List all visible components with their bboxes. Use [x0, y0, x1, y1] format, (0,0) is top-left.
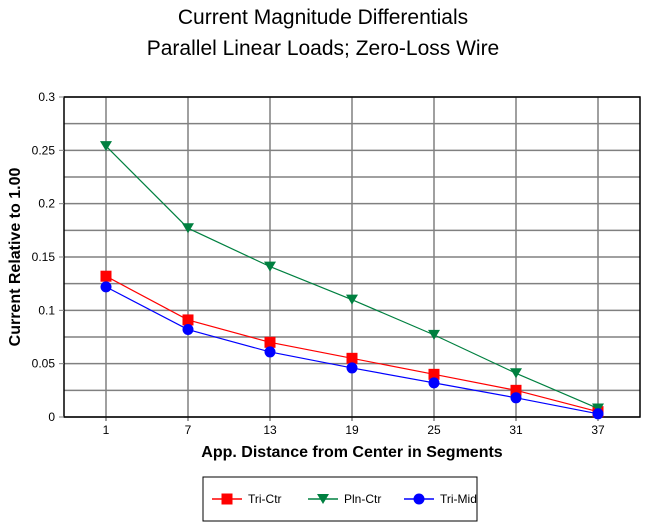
y-tick-label: 0.05	[32, 357, 56, 371]
y-axis-ticks: 0 0.05 0.1 0.15 0.2 0.25 0.3	[32, 90, 64, 424]
legend: Tri-Ctr Pln-Ctr Tri-Mid	[202, 476, 478, 522]
data-point-tri-mid	[346, 362, 358, 374]
data-point-tri-mid	[592, 408, 604, 420]
y-axis-label: Current Relative to 1.00	[7, 168, 24, 347]
y-tick-label: 0.1	[38, 303, 55, 317]
x-tick-label: 19	[345, 423, 359, 437]
y-tick-label: 0.15	[32, 250, 56, 264]
legend-item-pln-ctr: Pln-Ctr	[308, 492, 381, 506]
legend-item-tri-mid: Tri-Mid	[404, 492, 477, 506]
y-tick-label: 0.2	[38, 197, 55, 211]
legend-label-tri-mid: Tri-Mid	[440, 492, 477, 506]
data-point-pln-ctr	[428, 329, 440, 340]
data-point-pln-ctr	[346, 294, 358, 305]
legend-item-tri-ctr: Tri-Ctr	[212, 492, 282, 506]
legend-marker-tri-mid	[413, 493, 425, 505]
x-axis-ticks: 1 7 13 19 25 31 37	[103, 423, 605, 437]
series-group	[100, 141, 604, 420]
data-point-tri-mid	[182, 324, 194, 336]
legend-label-tri-ctr: Tri-Ctr	[248, 492, 282, 506]
data-point-pln-ctr	[182, 223, 194, 234]
data-point-tri-ctr	[100, 270, 112, 282]
data-point-tri-mid	[264, 346, 276, 358]
x-axis-label: App. Distance from Center in Segments	[201, 444, 502, 461]
data-point-tri-ctr	[428, 368, 440, 380]
x-tick-label: 1	[103, 423, 110, 437]
data-point-tri-mid	[428, 377, 440, 389]
data-point-tri-ctr	[510, 384, 522, 396]
data-point-tri-ctr	[346, 352, 358, 364]
data-point-tri-ctr	[182, 314, 194, 326]
y-tick-label: 0.25	[32, 143, 56, 157]
data-point-tri-ctr	[264, 336, 276, 348]
x-tick-label: 7	[185, 423, 192, 437]
data-point-tri-mid	[100, 281, 112, 293]
y-tick-label: 0.3	[38, 90, 55, 104]
x-tick-label: 37	[591, 423, 605, 437]
data-point-pln-ctr	[264, 261, 276, 272]
data-point-pln-ctr	[100, 141, 112, 152]
legend-box	[202, 476, 478, 522]
x-tick-label: 13	[263, 423, 277, 437]
chart-title-line-1: Current Magnitude Differentials	[178, 6, 468, 29]
series-tri-mid	[100, 281, 604, 420]
legend-marker-pln-ctr	[317, 494, 329, 504]
x-tick-label: 31	[509, 423, 523, 437]
data-point-tri-mid	[510, 392, 522, 404]
chart-title-line-2: Parallel Linear Loads; Zero-Loss Wire	[147, 37, 500, 60]
y-tick-label: 0	[48, 410, 55, 424]
legend-marker-tri-ctr	[221, 493, 233, 505]
x-tick-label: 25	[427, 423, 441, 437]
data-point-pln-ctr	[510, 368, 522, 379]
legend-label-pln-ctr: Pln-Ctr	[344, 492, 381, 506]
